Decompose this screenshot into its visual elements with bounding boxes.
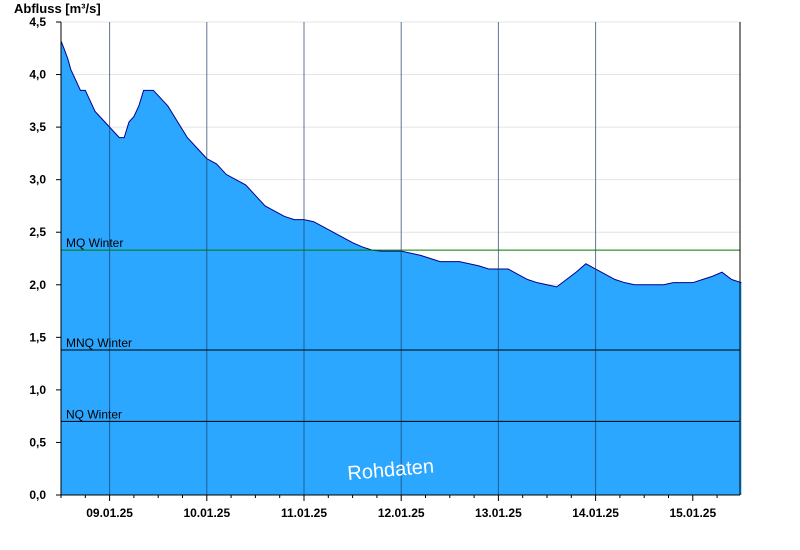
discharge-line [60,40,742,288]
y-tick-label: 1,0 [29,383,46,397]
y-tick-label: 4,0 [29,68,46,82]
x-tick-label: 12.01.25 [378,506,425,520]
y-tick-label: 3,0 [29,173,46,187]
y-tick-label: 2,5 [29,225,46,239]
y-tick-label: 2,0 [29,278,46,292]
reference-label: MQ Winter [66,236,123,250]
x-tick-label: 10.01.25 [183,506,230,520]
x-tick-label: 11.01.25 [281,506,327,520]
x-tick-label: 15.01.25 [669,506,716,520]
reference-label: NQ Winter [66,407,122,421]
y-tick-label: 4,5 [29,15,46,29]
y-tick-label: 3,5 [29,120,46,134]
y-tick-label: 0,0 [29,488,46,502]
y-tick-label: 1,5 [29,330,46,344]
y-tick-label: 0,5 [29,435,46,449]
reference-label: MNQ Winter [66,336,132,350]
axes: 0,0 0,5 1,0 1,5 2,0 2,5 3,0 3,5 4,0 4,5 09.01.25 10… [29,15,741,520]
x-tick-label: 09.01.25 [86,506,133,520]
x-tick-label: 13.01.25 [475,506,522,520]
x-tick-label: 14.01.25 [572,506,619,520]
y-axis-label: Abfluss [m³/s] [14,1,101,16]
